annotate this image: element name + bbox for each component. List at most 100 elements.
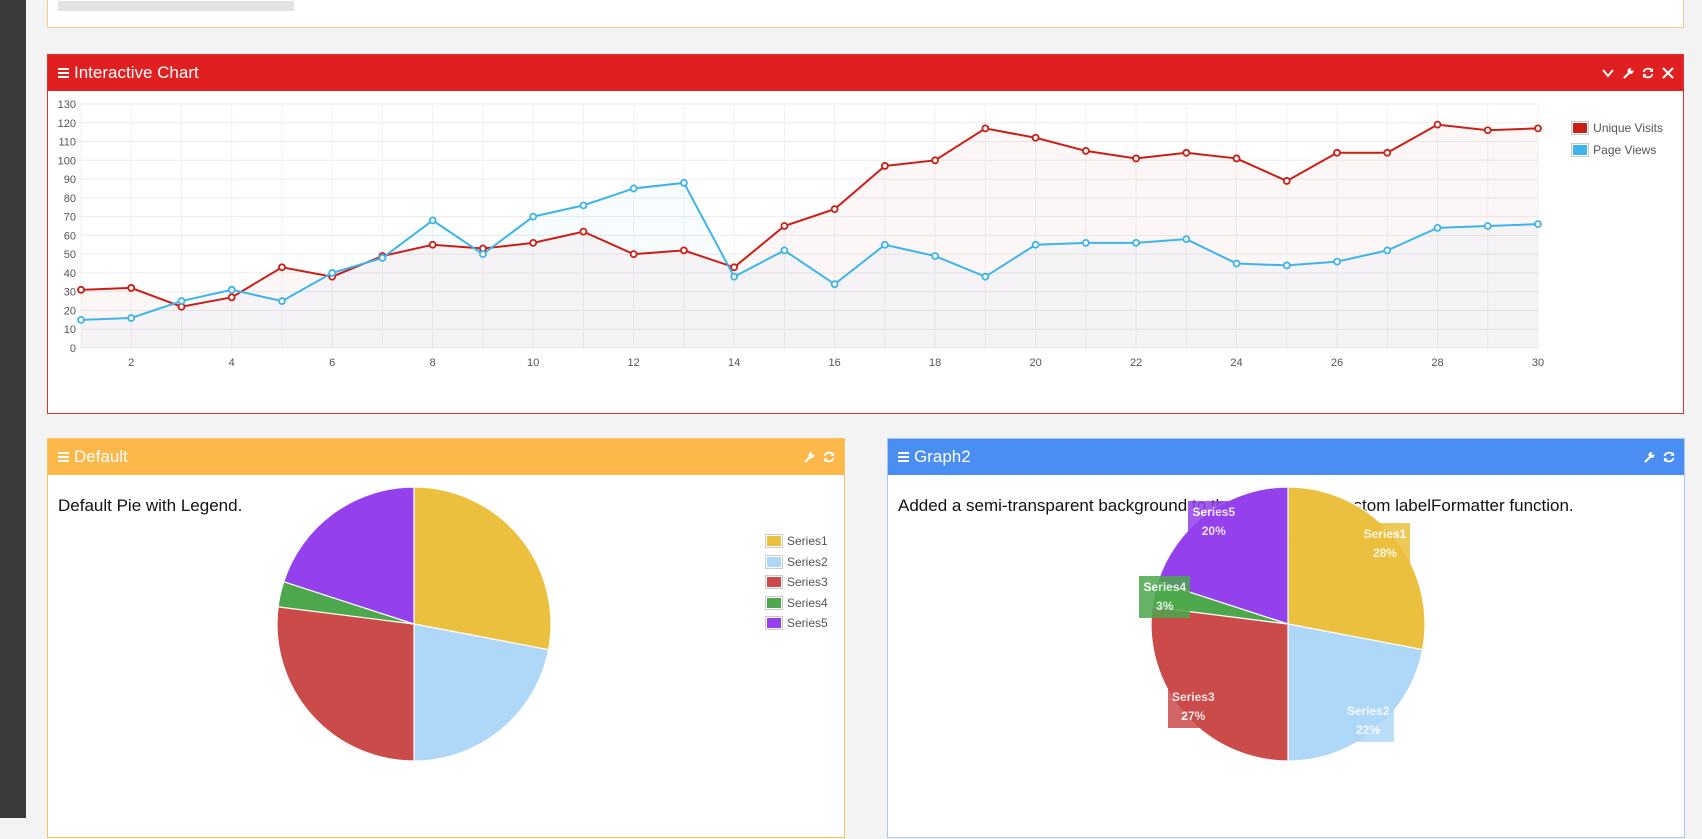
data-point [77,285,85,294]
placeholder-bar [58,1,294,11]
close-icon[interactable] [1661,66,1675,80]
legend-label: Series3 [787,575,828,590]
data-point [479,250,487,259]
y-tick-label: 20 [64,305,76,317]
data-point [1182,235,1191,244]
data-point [1232,259,1241,268]
data-point [77,315,85,324]
data-point [529,212,538,221]
data-point [679,178,688,187]
data-point [1483,222,1492,230]
legend-swatch [765,575,783,590]
data-point [931,156,940,165]
data-point [1232,154,1241,163]
pie-label-percent: 22% [1356,723,1381,738]
y-tick-label: 60 [64,230,76,242]
chevron-down-icon[interactable] [1601,66,1615,80]
data-point [579,227,588,236]
legend-swatch [1571,143,1590,157]
x-tick-label: 2 [128,357,134,369]
refresh-icon[interactable] [822,450,836,464]
data-point [1182,148,1191,157]
pie-slice-series1 [1287,486,1426,651]
wrench-icon[interactable] [1642,450,1656,464]
y-tick-label: 70 [64,212,76,224]
data-point [1132,238,1140,247]
menu-icon [58,452,69,462]
pie-label: Series1 28% [1359,522,1411,565]
pie-slice-series5 [282,486,415,625]
pie-label-name: Series4 [1143,579,1187,594]
previous-panel-bottom [47,0,1684,28]
left-sidebar-rail [0,0,26,818]
panel-header: Default [48,439,844,475]
data-point [1333,148,1341,157]
x-tick-label: 30 [1532,357,1544,369]
data-point [579,201,588,210]
legend-label: Page Views [1593,143,1657,157]
wrench-icon[interactable] [1621,66,1635,80]
panel-header: Interactive Chart [48,55,1683,91]
data-point [278,263,286,272]
legend-label: Unique Visits [1593,121,1663,135]
data-point [1031,133,1040,142]
x-tick-label: 18 [929,357,941,369]
legend-swatch [765,595,783,610]
data-point [227,293,236,302]
x-tick-label: 12 [628,357,640,369]
data-point [1483,126,1492,135]
panel-tools [1642,439,1676,475]
series-area [81,182,1538,348]
legend-label: Series4 [787,595,828,610]
pie-label: Series3 27% [1167,686,1219,729]
refresh-icon[interactable] [1662,450,1676,464]
legend-label: Series5 [787,616,828,631]
data-point [730,263,739,272]
y-tick-label: 120 [58,118,76,130]
y-tick-label: 80 [64,193,76,205]
wrench-icon[interactable] [802,450,816,464]
legend-item: Series5 [765,613,828,634]
graph2-pie-panel: Graph2 Added a semi-transparent backgrou… [887,438,1685,838]
panel-title: Interactive Chart [74,63,199,82]
pie-label-percent: 28% [1372,545,1397,560]
default-pie-panel: Default Default Pie with Legend. Series1… [47,438,845,838]
legend-item: Page Views [1571,139,1663,161]
pie-chart-default [276,486,552,762]
refresh-icon[interactable] [1641,66,1655,80]
data-point [529,238,538,247]
data-point [780,246,789,255]
data-point [1534,220,1542,229]
data-point [1433,120,1442,129]
y-tick-label: 130 [58,99,76,111]
data-point [127,314,136,322]
pie-label: Series5 20% [1188,501,1240,544]
legend-swatch [765,616,783,631]
panel-title: Graph2 [914,447,971,466]
data-point [428,216,437,225]
y-tick-label: 40 [64,268,76,280]
legend-swatch [1571,121,1590,135]
data-point [278,297,286,305]
y-tick-label: 100 [58,155,76,167]
pie-slice-series3 [276,606,415,762]
pie-label-percent: 20% [1201,524,1226,539]
interactive-chart-panel: Interactive Chart 0 10 20 30 40 50 60 70 80 90 100… [47,54,1684,414]
legend-item: Series4 [765,593,828,614]
data-point [981,272,990,281]
x-tick-label: 10 [527,357,539,369]
data-point [880,240,889,249]
data-point [1081,238,1090,247]
y-tick-label: 90 [64,174,76,186]
pie-label-percent: 27% [1181,709,1206,724]
panel-title: Default [74,447,128,466]
legend-swatch [765,534,783,549]
legend-label: Series1 [787,534,828,549]
x-tick-label: 24 [1230,357,1242,369]
data-point [1383,246,1392,255]
data-point [931,252,940,260]
panel-description: Default Pie with Legend. [58,496,243,515]
legend-swatch [765,554,783,569]
pie-chart-graph2 [1150,486,1426,762]
data-point [1282,177,1291,185]
